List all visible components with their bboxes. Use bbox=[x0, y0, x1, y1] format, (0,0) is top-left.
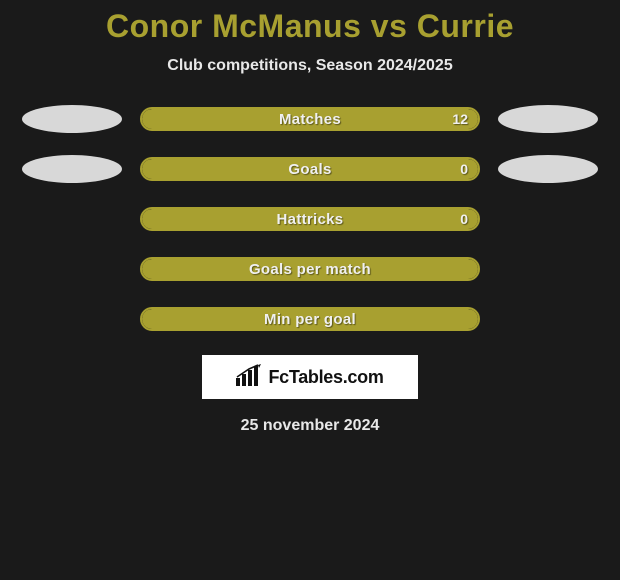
stat-bar: Goals 0 bbox=[140, 157, 480, 181]
stat-bar: Goals per match bbox=[140, 257, 480, 281]
stat-rows: Matches 12 Goals 0 Hattricks 0 bbox=[0, 105, 620, 333]
player-pill-left bbox=[22, 105, 122, 133]
stat-bar-label: Min per goal bbox=[142, 311, 478, 328]
stat-bar-value: 0 bbox=[460, 211, 468, 227]
stat-row: Goals 0 bbox=[0, 155, 620, 183]
brand-logo-text: FcTables.com bbox=[268, 367, 383, 388]
chart-bars-icon bbox=[236, 364, 262, 391]
stat-bar-label: Matches bbox=[142, 111, 478, 128]
stat-row: Min per goal bbox=[0, 305, 620, 333]
stat-bar: Hattricks 0 bbox=[140, 207, 480, 231]
stat-bar: Matches 12 bbox=[140, 107, 480, 131]
stat-row: Goals per match bbox=[0, 255, 620, 283]
stat-bar-value: 0 bbox=[460, 161, 468, 177]
page-title: Conor McManus vs Currie bbox=[0, 8, 620, 45]
stat-bar-label: Goals bbox=[142, 161, 478, 178]
stat-bar-label: Hattricks bbox=[142, 211, 478, 228]
stat-bar: Min per goal bbox=[140, 307, 480, 331]
player-pill-right bbox=[498, 155, 598, 183]
subtitle: Club competitions, Season 2024/2025 bbox=[0, 57, 620, 75]
brand-logo: FcTables.com bbox=[202, 355, 418, 399]
comparison-infographic: Conor McManus vs Currie Club competition… bbox=[0, 0, 620, 435]
player-pill-right bbox=[498, 105, 598, 133]
stat-bar-label: Goals per match bbox=[142, 261, 478, 278]
stat-row: Hattricks 0 bbox=[0, 205, 620, 233]
player-pill-left bbox=[22, 155, 122, 183]
stat-bar-value: 12 bbox=[452, 111, 468, 127]
stat-row: Matches 12 bbox=[0, 105, 620, 133]
date-label: 25 november 2024 bbox=[0, 417, 620, 435]
